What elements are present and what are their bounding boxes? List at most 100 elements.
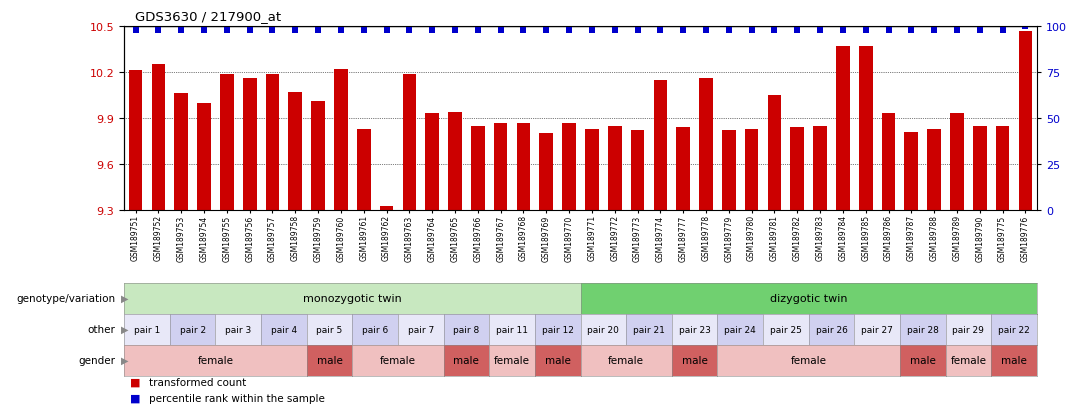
Text: pair 11: pair 11 (496, 325, 528, 334)
Bar (516, 123, 530, 211)
Text: pair 27: pair 27 (861, 325, 893, 334)
Text: transformed count: transformed count (149, 377, 246, 387)
Point (333, 27, 350, 34)
Text: pair 20: pair 20 (588, 325, 619, 334)
Text: pair 7: pair 7 (407, 325, 434, 334)
Text: pair 22: pair 22 (998, 325, 1030, 334)
Bar (768, 96, 781, 211)
Text: dizygotic twin: dizygotic twin (770, 293, 848, 304)
Text: pair 1: pair 1 (134, 325, 160, 334)
Text: pair 12: pair 12 (542, 325, 573, 334)
Text: male: male (681, 355, 707, 366)
Bar (174, 94, 188, 211)
Bar (426, 114, 440, 211)
Point (286, 27, 303, 34)
Bar (631, 131, 645, 211)
Text: pair 21: pair 21 (633, 325, 665, 334)
Text: ■: ■ (130, 393, 140, 403)
Bar (973, 126, 987, 211)
Bar (836, 47, 850, 211)
Point (766, 27, 783, 34)
Text: pair 26: pair 26 (815, 325, 848, 334)
Bar (356, 129, 370, 211)
Text: gender: gender (79, 355, 116, 366)
Text: male: male (454, 355, 480, 366)
Text: female: female (380, 355, 416, 366)
Point (173, 27, 190, 34)
Point (538, 27, 555, 34)
Text: pair 5: pair 5 (316, 325, 342, 334)
Bar (220, 74, 233, 211)
Bar (198, 103, 211, 211)
Point (127, 27, 145, 34)
Bar (928, 129, 941, 211)
Bar (151, 65, 165, 211)
Point (994, 27, 1011, 34)
Text: male: male (909, 355, 935, 366)
Text: other: other (87, 324, 116, 335)
Bar (380, 206, 393, 211)
Point (423, 27, 441, 34)
Bar (1018, 31, 1032, 211)
Point (948, 27, 966, 34)
Bar (653, 81, 667, 211)
Text: pair 25: pair 25 (770, 325, 801, 334)
Point (971, 27, 988, 34)
Bar (676, 128, 690, 211)
Bar (881, 114, 895, 211)
Text: pair 23: pair 23 (678, 325, 711, 334)
Point (651, 27, 669, 34)
Bar (904, 133, 918, 211)
Point (218, 27, 235, 34)
Text: percentile rank within the sample: percentile rank within the sample (149, 393, 325, 403)
Text: ■: ■ (130, 377, 140, 387)
Text: ▶: ▶ (121, 324, 129, 335)
Point (469, 27, 486, 34)
Point (264, 27, 281, 34)
Text: female: female (198, 355, 233, 366)
Text: pair 28: pair 28 (907, 325, 939, 334)
Point (629, 27, 646, 34)
Bar (288, 93, 302, 211)
Point (606, 27, 623, 34)
Bar (129, 71, 143, 211)
Text: female: female (950, 355, 986, 366)
Text: ▶: ▶ (121, 355, 129, 366)
Bar (563, 123, 576, 211)
Point (515, 27, 532, 34)
Point (1016, 24, 1034, 30)
Bar (859, 47, 873, 211)
Bar (791, 128, 805, 211)
Text: pair 3: pair 3 (225, 325, 252, 334)
Bar (721, 131, 735, 211)
Point (446, 27, 463, 34)
Point (195, 27, 213, 34)
Text: genotype/variation: genotype/variation (16, 293, 116, 304)
Text: pair 2: pair 2 (179, 325, 205, 334)
Point (720, 27, 738, 34)
Text: male: male (316, 355, 342, 366)
Bar (950, 114, 963, 211)
Bar (494, 123, 508, 211)
Point (492, 27, 510, 34)
Bar (699, 79, 713, 211)
Text: female: female (608, 355, 644, 366)
Bar (311, 102, 325, 211)
Text: pair 24: pair 24 (725, 325, 756, 334)
Bar (334, 70, 348, 211)
Text: GDS3630 / 217900_at: GDS3630 / 217900_at (135, 10, 281, 23)
Text: pair 8: pair 8 (454, 325, 480, 334)
Point (378, 27, 395, 34)
Point (355, 27, 373, 34)
Bar (813, 126, 827, 211)
Text: male: male (544, 355, 570, 366)
Bar (403, 74, 416, 211)
Point (743, 27, 760, 34)
Point (903, 27, 920, 34)
Point (926, 27, 943, 34)
Point (880, 27, 897, 34)
Text: ▶: ▶ (121, 293, 129, 304)
Point (241, 27, 258, 34)
Bar (608, 126, 622, 211)
Bar (539, 134, 553, 211)
